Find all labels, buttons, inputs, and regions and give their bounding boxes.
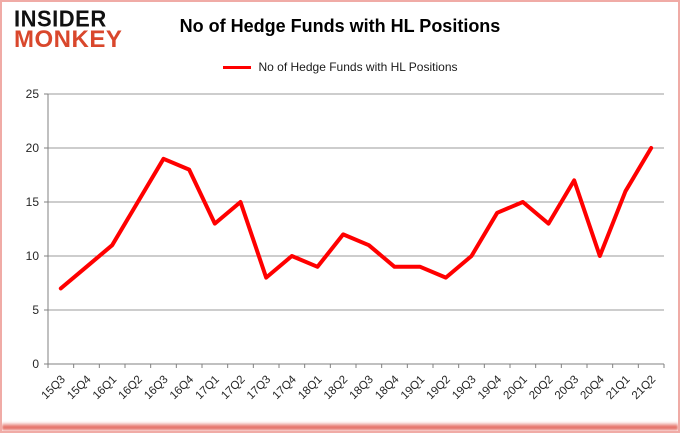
x-tick-label: 18Q3 [348,374,376,402]
x-tick-label: 20Q1 [502,374,530,402]
chart-title: No of Hedge Funds with HL Positions [179,16,501,36]
series-line [58,146,654,291]
x-tick-label: 21Q1 [604,374,632,402]
x-tick-label: 16Q1 [91,374,119,402]
x-tick-label: 21Q2 [630,374,658,402]
x-tick-label: 15Q4 [65,373,94,402]
y-tick-label: 0 [32,357,39,371]
x-tick-label: 20Q2 [527,374,555,402]
legend: No of Hedge Funds with HL Positions [2,60,678,74]
x-tick-label: 19Q4 [476,373,505,402]
legend-label: No of Hedge Funds with HL Positions [258,60,458,74]
x-tick-label: 17Q1 [194,374,222,402]
x-tick-label: 19Q2 [425,374,453,402]
x-tick-label: 17Q3 [245,374,273,402]
x-tick-label: 16Q2 [117,374,145,402]
y-tick-label: 10 [26,249,40,263]
x-tick-label: 19Q1 [399,374,427,402]
x-tick-label: 18Q1 [296,374,324,402]
logo-line2: MONKEY [14,26,123,54]
x-tick-label: 16Q3 [142,374,170,402]
logo-line1: INSIDER [14,5,107,32]
y-tick-label: 5 [32,303,39,317]
x-tick-label: 16Q4 [168,373,197,402]
x-tick-label: 18Q2 [322,374,350,402]
x-tick-label: 15Q3 [40,374,68,402]
x-tick-label: 20Q3 [553,374,581,402]
y-tick-label: 15 [26,195,40,209]
x-tick-label: 17Q2 [219,374,247,402]
y-tick-label: 25 [26,87,40,101]
x-tick-label: 20Q4 [579,373,608,402]
y-tick-label: 20 [26,141,40,155]
x-tick-label: 19Q3 [450,374,478,402]
legend-line-sample [222,65,251,69]
insider-monkey-logo: INSIDER MONKEY [14,5,123,54]
x-tick-label: 18Q4 [373,373,402,402]
x-tick-label: 17Q4 [271,373,300,402]
